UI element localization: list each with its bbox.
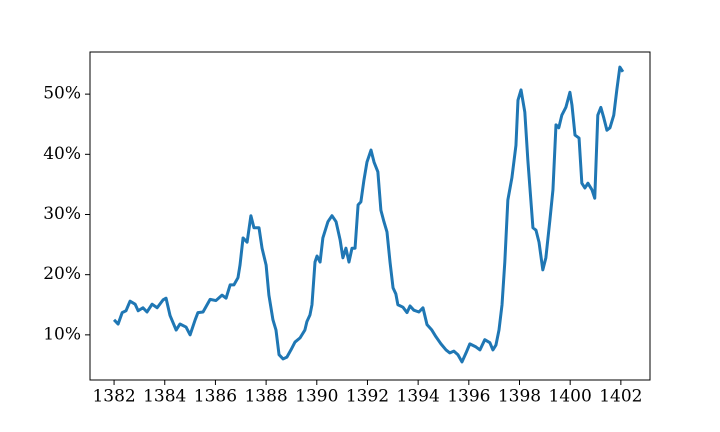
x-tick-label: 1398 <box>498 387 541 407</box>
y-tick-label: 50% <box>43 84 81 104</box>
y-tick-label: 10% <box>43 324 81 344</box>
x-tick-label: 1392 <box>346 387 389 407</box>
x-tick-label: 1402 <box>599 387 642 407</box>
x-tick-label: 1388 <box>244 387 287 407</box>
x-tick-label: 1396 <box>447 387 490 407</box>
data-line <box>112 65 625 364</box>
y-tick-label: 30% <box>43 204 81 224</box>
y-tick-label: 40% <box>43 144 81 164</box>
plot-frame <box>89 51 651 381</box>
x-tick-label: 1390 <box>295 387 338 407</box>
y-tick-label: 20% <box>43 264 81 284</box>
x-tick-label: 1384 <box>143 387 186 407</box>
x-tick-label: 1400 <box>549 387 592 407</box>
x-tick-label: 1394 <box>397 387 440 407</box>
x-tick-label: 1386 <box>194 387 237 407</box>
x-tick-label: 1382 <box>92 387 135 407</box>
